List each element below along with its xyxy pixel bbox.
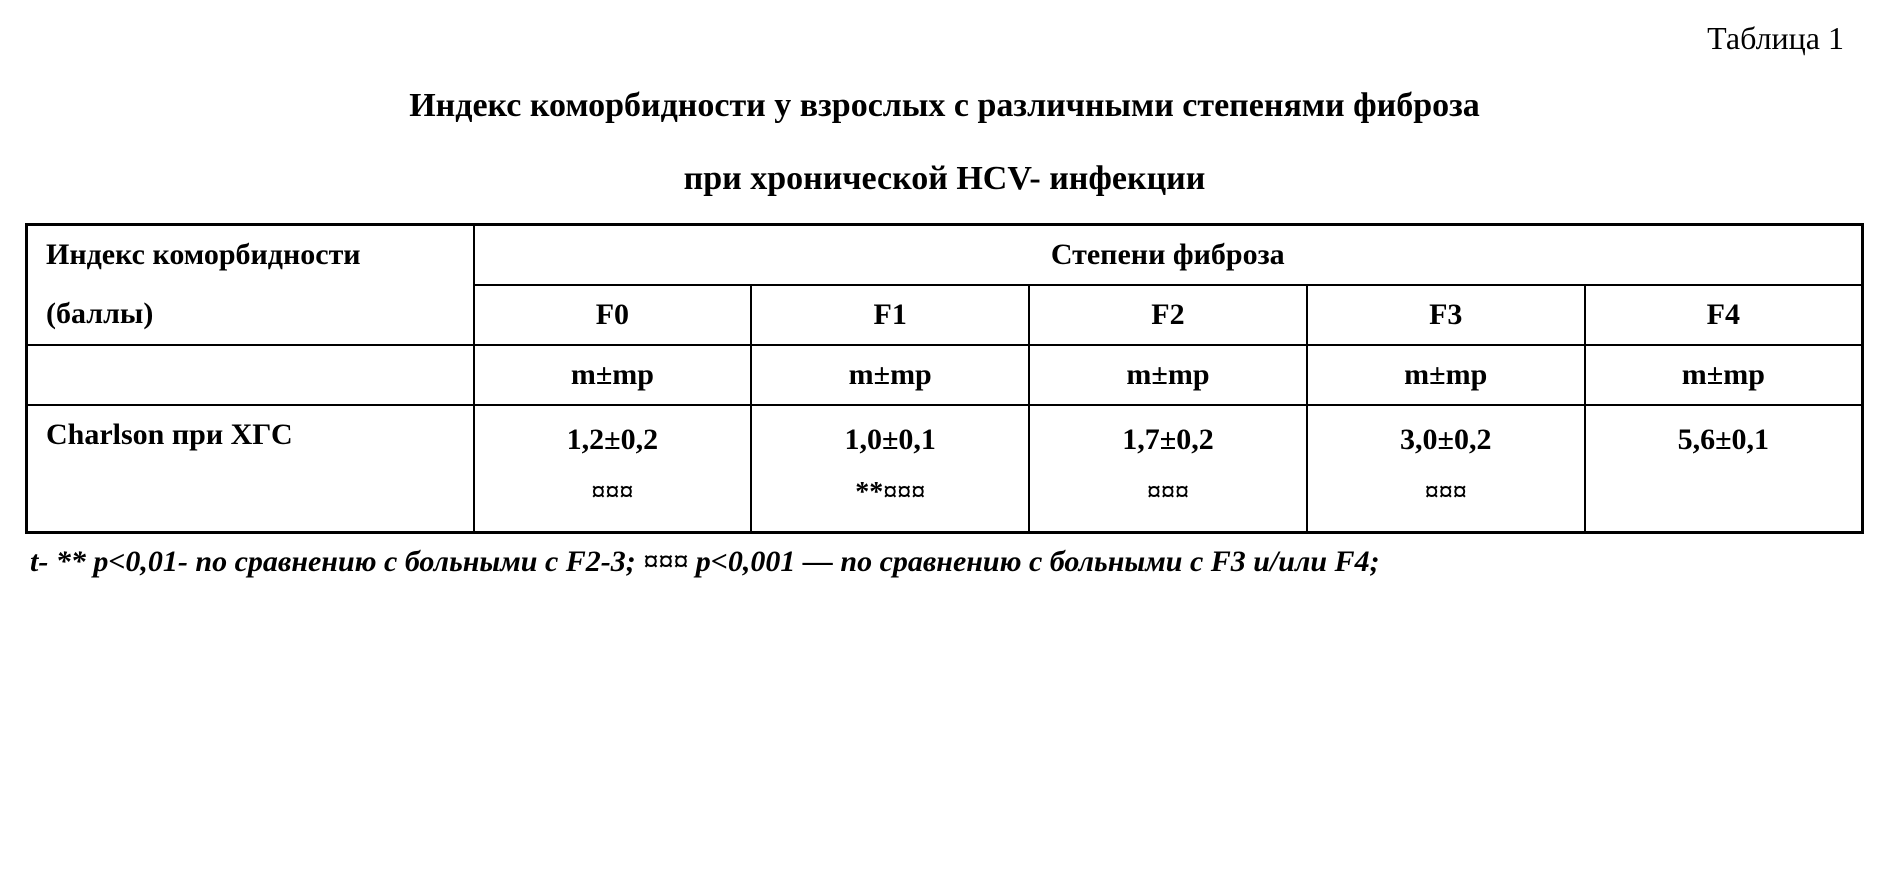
data-marker-f0: ¤¤¤ [493,477,733,509]
stage-f2: F2 [1029,285,1307,345]
index-header-line1: Индекс коморбидности [46,238,455,272]
data-cell-f4: 5,6±0,1 [1585,405,1863,533]
data-value-f1: 1,0±0,1 [770,423,1010,457]
stage-header-cell: Степени фиброза [474,225,1863,286]
data-value-f0: 1,2±0,2 [493,423,733,457]
stage-f4: F4 [1585,285,1863,345]
subheader-f0: m±mp [474,345,752,405]
subheader-f3: m±mp [1307,345,1585,405]
stage-f1: F1 [751,285,1029,345]
table-title-line1: Индекс коморбидности у взрослых с различ… [25,87,1864,125]
data-marker-f3: ¤¤¤ [1326,477,1566,509]
index-header-cell: Индекс коморбидности (баллы) [27,225,474,346]
data-cell-f3: 3,0±0,2 ¤¤¤ [1307,405,1585,533]
data-marker-f1: **¤¤¤ [770,477,1010,509]
table-header-row: Индекс коморбидности (баллы) Степени фиб… [27,225,1863,286]
data-cell-f2: 1,7±0,2 ¤¤¤ [1029,405,1307,533]
index-header-line2: (баллы) [46,297,455,331]
table-title-line2: при хронической HCV- инфекции [25,160,1864,198]
subheader-f2: m±mp [1029,345,1307,405]
table-number: Таблица 1 [25,20,1864,57]
subheader-f1: m±mp [751,345,1029,405]
table-data-row: Charlson при ХГС 1,2±0,2 ¤¤¤ 1,0±0,1 **¤… [27,405,1863,533]
table-subheader-row: m±mp m±mp m±mp m±mp m±mp [27,345,1863,405]
data-value-f3: 3,0±0,2 [1326,423,1566,457]
table-footnote: t- ** p<0,01- по сравнению с больными с … [25,539,1864,584]
data-value-f4: 5,6±0,1 [1604,423,1843,457]
data-marker-f2: ¤¤¤ [1048,477,1288,509]
comorbidity-table: Индекс коморбидности (баллы) Степени фиб… [25,223,1864,534]
subheader-empty [27,345,474,405]
data-value-f2: 1,7±0,2 [1048,423,1288,457]
row-label-charlson: Charlson при ХГС [27,405,474,533]
data-cell-f0: 1,2±0,2 ¤¤¤ [474,405,752,533]
stage-f3: F3 [1307,285,1585,345]
data-cell-f1: 1,0±0,1 **¤¤¤ [751,405,1029,533]
subheader-f4: m±mp [1585,345,1863,405]
stage-f0: F0 [474,285,752,345]
